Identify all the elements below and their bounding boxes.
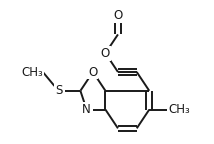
Text: O: O xyxy=(113,9,123,22)
Text: N: N xyxy=(82,103,91,116)
Text: S: S xyxy=(55,84,62,97)
Text: CH₃: CH₃ xyxy=(168,103,190,116)
Text: O: O xyxy=(101,47,110,60)
Text: O: O xyxy=(88,66,98,78)
Text: CH₃: CH₃ xyxy=(21,66,43,78)
